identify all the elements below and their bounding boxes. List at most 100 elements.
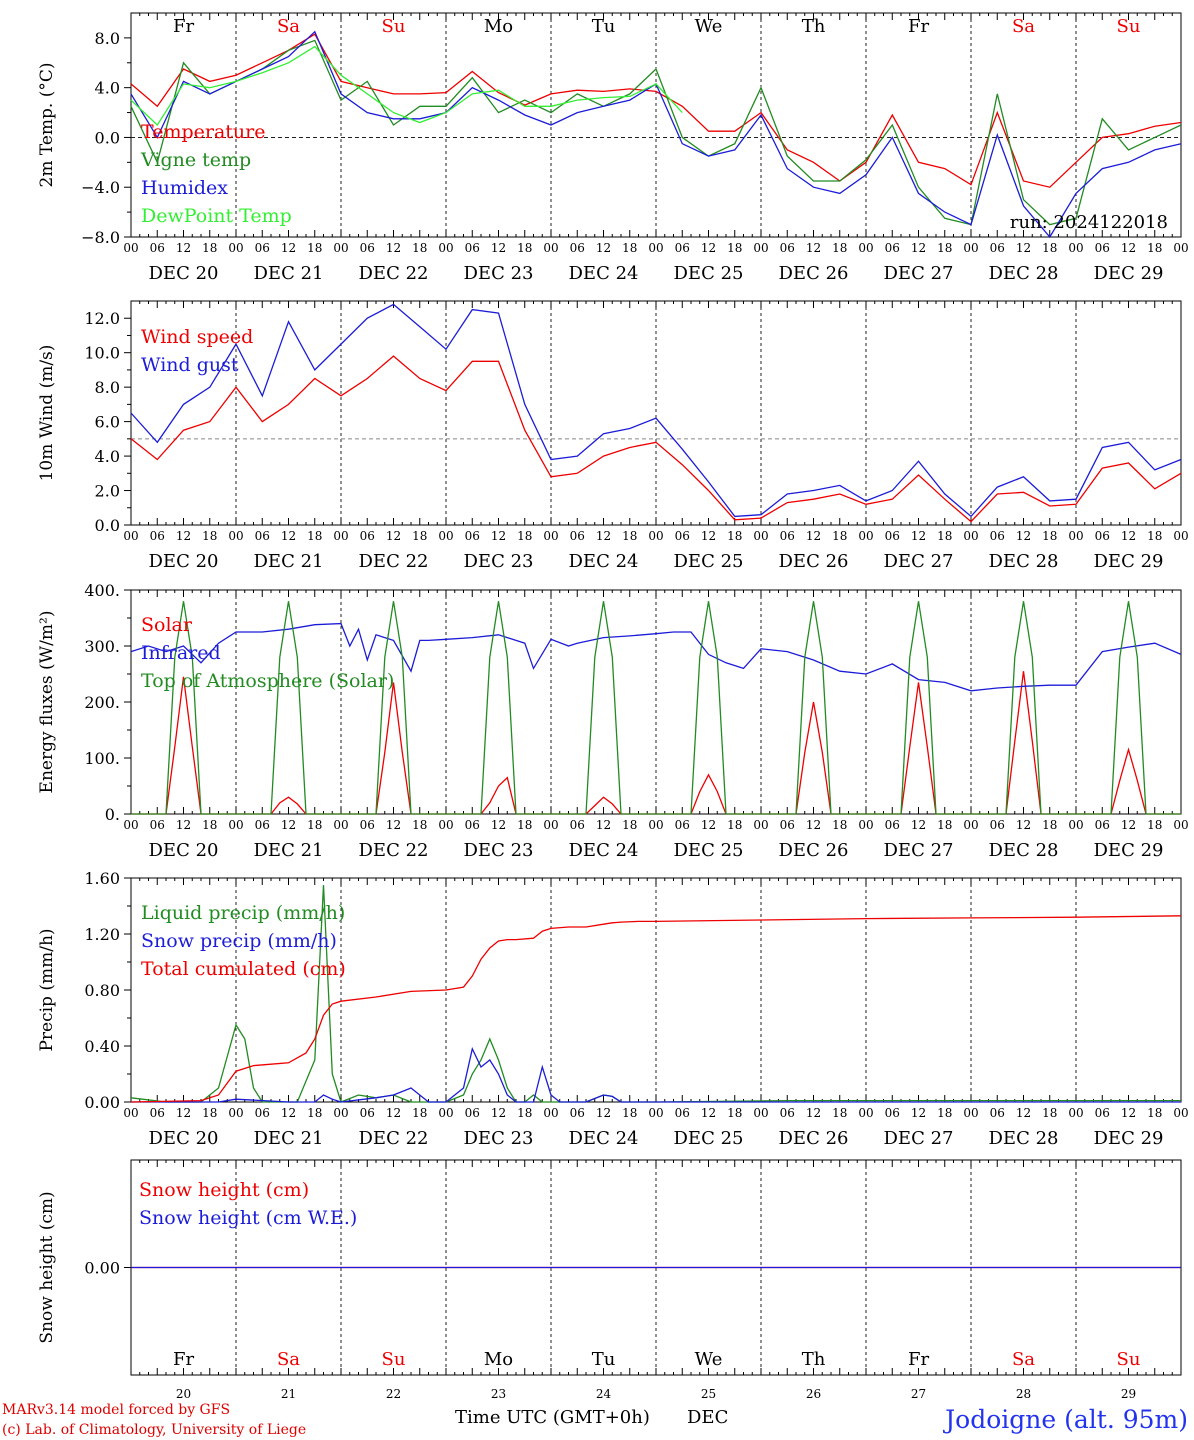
x-hour-label: 18: [727, 529, 742, 543]
x-hour-label: 06: [570, 529, 585, 543]
x-hour-label: 12: [281, 529, 296, 543]
x-hour-label: 06: [150, 1106, 165, 1120]
x-hour-label: 06: [150, 529, 165, 543]
x-date-label: DEC 20: [149, 263, 219, 284]
x-hour-label: 06: [780, 241, 795, 255]
x-hour-label: 18: [832, 818, 847, 832]
day-label-bottom: Tu: [592, 1349, 616, 1370]
x-date-label: DEC 28: [989, 263, 1059, 284]
x-hour-label: 18: [727, 1106, 742, 1120]
day-number: 26: [806, 1387, 821, 1401]
x-hour-label: 18: [622, 241, 637, 255]
day-number: 27: [911, 1387, 926, 1401]
x-hour-label: 06: [990, 818, 1005, 832]
x-hour-label: 12: [386, 529, 401, 543]
x-hour-label: 12: [1016, 818, 1031, 832]
credit-line-1: MARv3.14 model forced by GFS: [2, 1402, 230, 1418]
x-hour-label: 00: [963, 529, 978, 543]
y-tick-label: 0.00: [84, 1259, 120, 1278]
legend-entry: Liquid precip (mm/h): [141, 902, 345, 924]
plot-frame: [130, 300, 1182, 526]
x-hour-label: 00: [753, 818, 768, 832]
y-tick-label: 10.0: [84, 344, 120, 363]
x-hour-label: 06: [255, 529, 270, 543]
plot-frame: [130, 589, 1182, 815]
x-date-label: DEC 21: [254, 263, 324, 284]
day-number: 20: [176, 1387, 191, 1401]
x-hour-label: 06: [675, 1106, 690, 1120]
panel-3: 0. 100. 200. 300. 400. Energy fluxes (W/m²) 00…: [37, 581, 1189, 861]
day-label-top: Fr: [173, 16, 194, 37]
x-hour-label: 18: [307, 241, 322, 255]
x-hour-label: 00: [543, 529, 558, 543]
day-label-top: Fr: [908, 16, 929, 37]
x-hour-label: 12: [176, 529, 191, 543]
y-axis-label: Snow height (cm): [37, 1191, 57, 1343]
x-hour-label: 06: [1095, 529, 1110, 543]
x-hour-label: 18: [412, 1106, 427, 1120]
x-hour-label: 00: [333, 241, 348, 255]
x-hour-label: 06: [780, 818, 795, 832]
y-axis-label: Energy fluxes (W/m²): [37, 611, 57, 794]
x-hour-label: 18: [937, 241, 952, 255]
x-date-label: DEC 26: [779, 263, 849, 284]
x-date-label: DEC 27: [884, 551, 954, 572]
x-hour-label: 12: [491, 818, 506, 832]
y-tick-label: 8.0: [95, 29, 120, 48]
x-hour-label: 18: [1147, 1106, 1162, 1120]
series-line-total-cumulated-cm-: [130, 915, 1182, 1103]
plot-frame: [130, 12, 1182, 238]
x-hour-label: 00: [963, 1106, 978, 1120]
x-hour-label: 06: [360, 1106, 375, 1120]
x-hour-label: 18: [937, 818, 952, 832]
x-date-label: DEC 24: [569, 551, 639, 572]
day-label-top: Sa: [277, 16, 300, 37]
x-hour-label: 12: [596, 818, 611, 832]
x-hour-label: 06: [255, 818, 270, 832]
x-hour-label: 06: [990, 529, 1005, 543]
x-date-label: DEC 29: [1094, 263, 1164, 284]
legend-entry: Infrared: [141, 642, 221, 664]
x-date-label: DEC 26: [779, 840, 849, 861]
x-date-label: DEC 25: [674, 1128, 744, 1149]
x-hour-label: 00: [333, 529, 348, 543]
y-tick-label: 8.0: [95, 378, 120, 397]
x-hour-label: 06: [255, 1106, 270, 1120]
series-line-vigne-temp: [130, 39, 1182, 226]
x-hour-label: 06: [465, 818, 480, 832]
x-hour-label: 18: [1147, 818, 1162, 832]
x-hour-label: 12: [176, 1106, 191, 1120]
x-date-label: DEC 28: [989, 1128, 1059, 1149]
y-tick-label: 0.00: [84, 1093, 120, 1112]
x-hour-label: 00: [858, 241, 873, 255]
x-hour-label: 18: [202, 529, 217, 543]
x-hour-label: 12: [1016, 529, 1031, 543]
x-hour-label: 12: [176, 818, 191, 832]
x-hour-label: 06: [885, 529, 900, 543]
x-hour-label: 12: [281, 1106, 296, 1120]
day-number: 22: [386, 1387, 401, 1401]
x-hour-label: 00: [858, 818, 873, 832]
x-hour-label: 18: [832, 529, 847, 543]
x-hour-label: 06: [150, 241, 165, 255]
x-hour-label: 06: [885, 241, 900, 255]
x-date-label: DEC 22: [359, 263, 429, 284]
x-hour-label: 12: [701, 818, 716, 832]
x-hour-label: 00: [543, 241, 558, 255]
x-date-label: DEC 21: [254, 1128, 324, 1149]
x-hour-label: 12: [701, 1106, 716, 1120]
y-axis-label: 2m Temp. (°C): [37, 62, 57, 187]
x-date-label: DEC 24: [569, 1128, 639, 1149]
x-hour-label: 00: [648, 529, 663, 543]
x-hour-label: 00: [543, 1106, 558, 1120]
y-tick-label: 0.0: [95, 128, 120, 147]
series-line-dewpoint-temp: [130, 45, 683, 127]
day-number: 23: [491, 1387, 506, 1401]
x-hour-label: 12: [281, 818, 296, 832]
x-hour-label: 12: [806, 241, 821, 255]
x-date-label: DEC 23: [464, 551, 534, 572]
y-tick-label: 12.0: [84, 309, 120, 328]
day-label-bottom: Th: [802, 1349, 826, 1370]
x-hour-label: 06: [570, 1106, 585, 1120]
x-hour-label: 18: [202, 818, 217, 832]
